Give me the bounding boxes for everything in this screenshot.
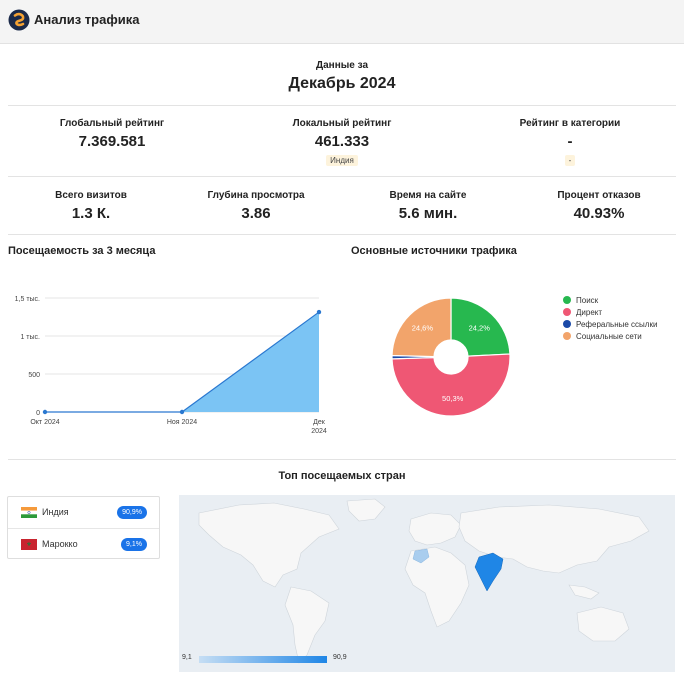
category-rank-value: -: [567, 133, 573, 150]
divider: [8, 234, 676, 235]
greenland-shape: [346, 498, 386, 522]
europe-shape: [408, 512, 462, 546]
visits-area-chart: 0 500 1 тыс. 1,5 тыс. Окт 2024 Ноя 2024 Дек 202…: [15, 296, 327, 435]
category-rank: Рейтинг в категории - -: [470, 118, 670, 168]
divider: [8, 459, 676, 460]
local-rank-label: Локальный рейтинг: [292, 118, 392, 129]
x-tick-label: Ноя 2024: [167, 419, 197, 426]
country-name: Индия: [42, 507, 69, 517]
north-america-shape: [198, 502, 340, 588]
local-rank: Локальный рейтинг 461.333 Индия: [242, 118, 442, 168]
local-rank-country-badge: Индия: [326, 155, 358, 166]
visits-point[interactable]: [316, 309, 322, 315]
country-share-badge: 9,1%: [121, 538, 147, 551]
y-tick-label: 1 тыс.: [20, 334, 40, 341]
legend-dot-icon: [563, 332, 571, 340]
country-row-morocco[interactable]: Марокко 9,1%: [8, 528, 159, 559]
donut-slice[interactable]: [391, 297, 452, 358]
period-label: Данные за: [315, 60, 369, 71]
sources-chart-title: Основные источники трафика: [351, 245, 517, 257]
donut-value-label: 24,6%: [412, 324, 434, 333]
charts-area: 0 500 1 тыс. 1,5 тыс. Окт 2024 Ноя 2024 Дек 202…: [15, 296, 511, 435]
visits-point[interactable]: [42, 409, 48, 415]
south-america-shape: [284, 586, 330, 664]
total-visits-value: 1.3 К.: [71, 205, 111, 222]
australia-shape: [576, 606, 630, 642]
global-rank: Глобальный рейтинг 7.369.581: [12, 118, 212, 150]
global-rank-label: Глобальный рейтинг: [59, 118, 165, 129]
legend-item-social[interactable]: Социальные сети: [563, 330, 657, 342]
local-rank-value: 461.333: [314, 133, 370, 150]
pages-per-visit: Глубина просмотра 3.86: [176, 190, 336, 222]
morocco-highlight[interactable]: [412, 548, 430, 564]
time-on-site-label: Время на сайте: [389, 190, 467, 201]
legend-dot-icon: [563, 308, 571, 316]
pages-per-visit-value: 3.86: [241, 205, 271, 222]
donut-slice[interactable]: [391, 353, 511, 417]
pages-per-visit-label: Глубина просмотра: [207, 190, 305, 201]
donut-value-label: 24,2%: [469, 323, 491, 332]
y-tick-label: 1,5 тыс.: [15, 296, 40, 303]
map-scale-max: 90,9: [333, 654, 347, 661]
donut-value-label: 50,3%: [442, 394, 464, 403]
map-scale-min: 9,1: [182, 654, 192, 661]
y-tick-label: 500: [28, 372, 40, 379]
divider: [8, 176, 676, 177]
divider: [8, 105, 676, 106]
indonesia-shape: [568, 584, 600, 600]
india-highlight[interactable]: [474, 552, 504, 592]
visits-point[interactable]: [179, 409, 185, 415]
bounce-rate-value: 40.93%: [573, 205, 625, 222]
legend-dot-icon: [563, 296, 571, 304]
legend-dot-icon: [563, 320, 571, 328]
legend-item-direct[interactable]: Директ: [563, 306, 657, 318]
africa-shape: [404, 546, 470, 628]
total-visits-label: Всего визитов: [55, 190, 127, 201]
app-header: Анализ трафика: [0, 0, 684, 44]
legend-label: Директ: [576, 307, 603, 317]
sources-legend: Поиск Директ Реферальные ссылки Социальн…: [563, 294, 657, 342]
country-row-india[interactable]: Индия 90,9%: [8, 497, 159, 528]
legend-item-referral[interactable]: Реферальные ссылки: [563, 318, 657, 330]
country-share-badge: 90,9%: [117, 506, 147, 519]
x-tick-label: Дек 2024: [311, 419, 327, 435]
bounce-rate-label: Процент отказов: [557, 190, 641, 201]
bounce-rate: Процент отказов 40.93%: [519, 190, 679, 222]
total-visits: Всего визитов 1.3 К.: [11, 190, 171, 222]
visits-chart-title: Посещаемость за 3 месяца: [8, 245, 156, 257]
asia-shape: [458, 504, 650, 574]
map-color-scale: [199, 656, 327, 663]
countries-list: Индия 90,9% Марокко 9,1%: [7, 496, 160, 559]
legend-label: Поиск: [576, 295, 599, 305]
time-on-site-value: 5.6 мин.: [398, 205, 458, 222]
world-map[interactable]: [179, 495, 675, 672]
morocco-flag-icon: [21, 539, 37, 550]
category-rank-label: Рейтинг в категории: [519, 118, 621, 129]
x-tick-label: Окт 2024: [30, 419, 59, 426]
category-rank-badge: -: [564, 155, 576, 166]
y-tick-label: 0: [36, 410, 40, 417]
global-rank-value: 7.369.581: [78, 133, 146, 150]
period-value: Декабрь 2024: [288, 75, 396, 92]
legend-label: Реферальные ссылки: [576, 319, 658, 329]
donut-slice[interactable]: [450, 297, 511, 357]
world-map-graphic: [198, 498, 650, 664]
page-title: Анализ трафика: [34, 12, 140, 27]
countries-title: Топ посещаемых стран: [278, 470, 406, 482]
india-flag-icon: [21, 507, 37, 518]
legend-label: Социальные сети: [576, 331, 642, 341]
legend-item-search[interactable]: Поиск: [563, 294, 657, 306]
country-name: Марокко: [42, 539, 78, 549]
traffic-sources-donut: 24,2% 50,3% 24,6%: [391, 297, 511, 417]
similarweb-logo-icon: [8, 9, 30, 31]
time-on-site: Время на сайте 5.6 мин.: [348, 190, 508, 222]
visits-area-fill: [45, 312, 319, 412]
